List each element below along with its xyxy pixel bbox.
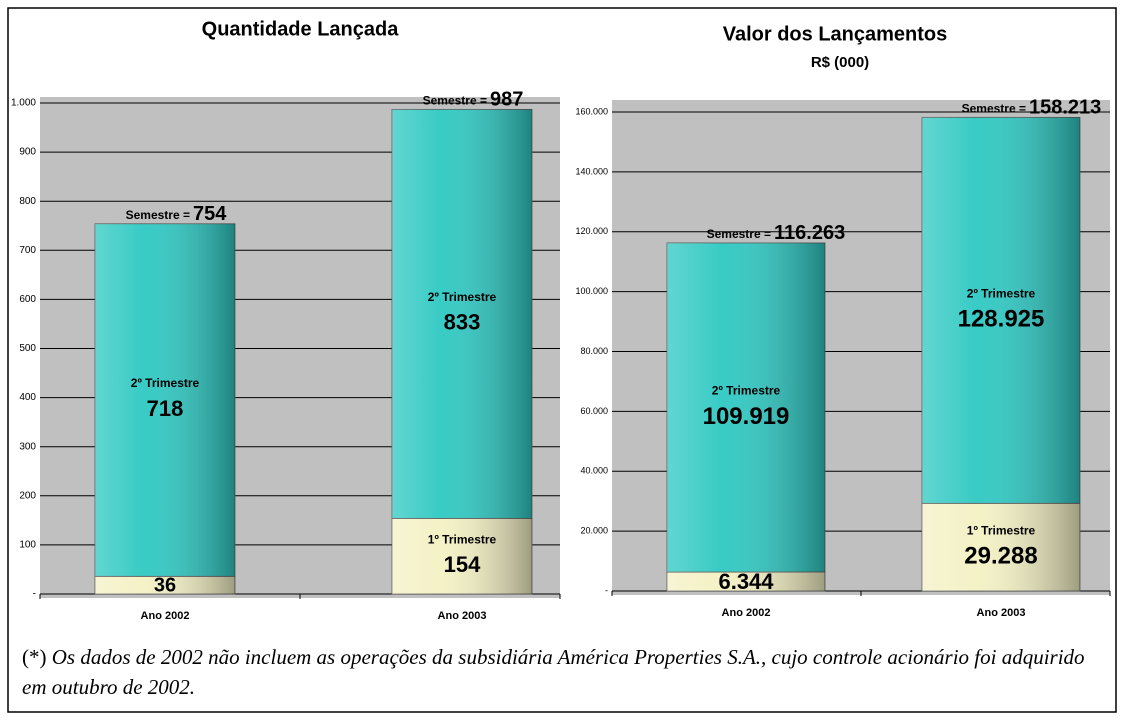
total-label: 754	[193, 203, 227, 225]
frame	[7, 7, 1117, 713]
bar-shade	[95, 223, 235, 577]
total-caption: Semestre =	[707, 227, 771, 241]
y-tick-label: 80.000	[580, 346, 608, 356]
x-tick-label: Ano 2002	[141, 610, 190, 622]
value-label: 718	[147, 396, 184, 421]
y-tick-label: 400	[19, 392, 36, 403]
y-tick-label: -	[33, 589, 36, 600]
bar-shade	[392, 109, 532, 519]
total-caption: Semestre =	[962, 102, 1026, 116]
y-tick-label: 100	[19, 540, 36, 551]
chart-title: Quantidade Lançada	[202, 18, 400, 40]
series-label: 2º Trimestre	[967, 287, 1036, 301]
total-label: 116.263	[774, 222, 845, 244]
value-label: 154	[444, 552, 481, 577]
footnote-marker: (*)	[22, 645, 47, 669]
series-label: 2º Trimestre	[428, 290, 497, 304]
y-tick-label: 900	[19, 147, 36, 158]
y-tick-label: 800	[19, 196, 36, 207]
value-label: 833	[444, 310, 481, 335]
y-tick-label: 40.000	[580, 466, 608, 476]
bar-shade	[95, 576, 235, 594]
bar-shade	[667, 242, 825, 573]
bar-shade	[922, 117, 1080, 504]
value-label: 109.919	[703, 403, 790, 430]
y-tick-label: 60.000	[580, 406, 608, 416]
series-label: 2º Trimestre	[712, 384, 781, 398]
footnote: (*) Os dados de 2002 não incluem as oper…	[22, 642, 1102, 702]
bar-shade	[392, 518, 532, 594]
total-caption: Semestre =	[423, 94, 487, 108]
y-tick-label: 20.000	[580, 526, 608, 536]
series-label: 2º Trimestre	[131, 376, 200, 390]
y-tick-label: 300	[19, 441, 36, 452]
x-tick-label: Ano 2003	[438, 610, 487, 622]
x-tick-label: Ano 2002	[722, 607, 771, 619]
chart-subtitle: R$ (000)	[811, 54, 869, 71]
bar-shade	[922, 503, 1080, 591]
footnote-text: Os dados de 2002 não incluem as operaçõe…	[22, 645, 1085, 699]
value-label: 6.344	[718, 569, 774, 594]
y-tick-label: 200	[19, 490, 36, 501]
value-label: 29.288	[964, 543, 1037, 570]
y-tick-label: 500	[19, 343, 36, 354]
value-label: 128.925	[958, 306, 1045, 333]
chart-title: Valor dos Lançamentos	[723, 23, 948, 45]
y-tick-label: 120.000	[575, 226, 608, 236]
bar-shade	[667, 572, 825, 591]
total-caption: Semestre =	[126, 208, 190, 222]
series-label: 1º Trimestre	[428, 532, 497, 546]
y-tick-label: 700	[19, 245, 36, 256]
x-tick-label: Ano 2003	[977, 607, 1026, 619]
value-label: 36	[154, 574, 176, 596]
y-tick-label: 100.000	[575, 286, 608, 296]
y-tick-label: 160.000	[575, 106, 608, 116]
series-label: 1º Trimestre	[967, 523, 1036, 537]
total-label: 987	[490, 89, 523, 111]
y-tick-label: 1.000	[11, 98, 36, 109]
total-label: 158.213	[1029, 97, 1101, 119]
y-tick-label: 600	[19, 294, 36, 305]
y-tick-label: 140.000	[575, 166, 608, 176]
y-tick-label: -	[605, 585, 608, 595]
